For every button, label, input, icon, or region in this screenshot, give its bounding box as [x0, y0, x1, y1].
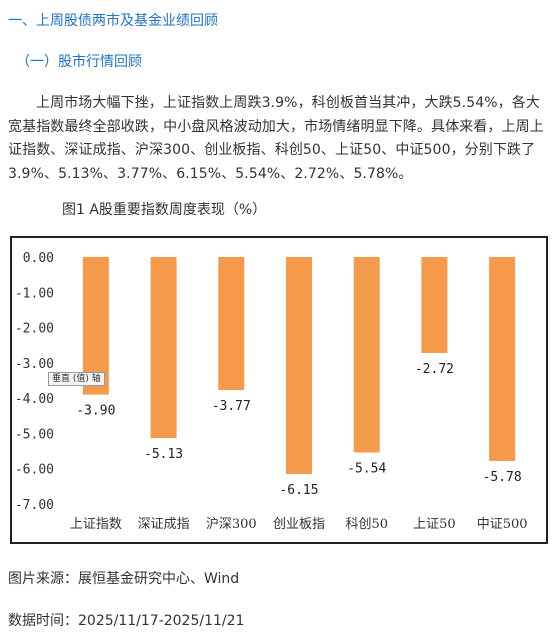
y-tick-label: 0.00 — [23, 251, 54, 266]
data-label: -5.54 — [347, 461, 386, 476]
chart-svg: 0.00 -1.00 -2.00 -3.00 -4.00 -5.00 -6.00 -7.00 -… — [15, 251, 528, 532]
y-tick-label: -1.00 — [15, 286, 54, 301]
image-source: 图片来源：展恒基金研究中心、Wind — [8, 571, 240, 587]
x-tick-label: 上证50 — [413, 517, 456, 532]
bar-1 — [82, 257, 109, 395]
bar-2 — [150, 257, 177, 439]
x-tick-label: 沪深300 — [206, 516, 257, 532]
y-tick-label: -3.00 — [15, 357, 54, 372]
data-label: -5.78 — [483, 470, 522, 485]
x-tick-label: 创业板指 — [273, 517, 325, 532]
section-subtitle: （一）股市行情回顾 — [16, 54, 142, 70]
y-tick-label: -7.00 — [15, 498, 54, 513]
index-performance-chart: 0.00 -1.00 -2.00 -3.00 -4.00 -5.00 -6.00 -7.00 -… — [10, 236, 548, 544]
bar-4 — [286, 257, 312, 475]
bar-3 — [218, 257, 245, 391]
bar-5 — [353, 257, 380, 453]
bar-7 — [489, 257, 516, 461]
y-tick-label: -5.00 — [15, 427, 54, 442]
figure-caption: 图1 A股重要指数周度表现（%） — [62, 202, 267, 218]
market-review-paragraph: 上周市场大幅下挫，上证指数上周跌3.9%，科创板首当其冲，大跌5.54%，各大宽… — [8, 95, 544, 182]
x-tick-label: 中证500 — [477, 517, 528, 532]
y-tick-label: -2.00 — [15, 322, 54, 337]
x-tick-label: 深证成指 — [138, 517, 190, 532]
data-label: -3.90 — [76, 404, 115, 419]
axis-tooltip: 垂直 (值) 轴 — [48, 372, 105, 386]
y-tick-label: -6.00 — [15, 463, 54, 478]
section-title: 一、上周股债两市及基金业绩回顾 — [8, 13, 218, 29]
bar-6 — [421, 257, 448, 353]
y-tick-label: -4.00 — [15, 392, 54, 407]
x-tick-label: 科创50 — [345, 517, 388, 532]
data-label: -3.77 — [212, 399, 251, 414]
data-label: -2.72 — [415, 362, 454, 377]
data-period: 数据时间：2025/11/17-2025/11/21 — [8, 613, 245, 629]
data-label: -5.13 — [144, 447, 183, 462]
data-label: -6.15 — [279, 483, 318, 498]
x-tick-label: 上证指数 — [70, 517, 122, 532]
